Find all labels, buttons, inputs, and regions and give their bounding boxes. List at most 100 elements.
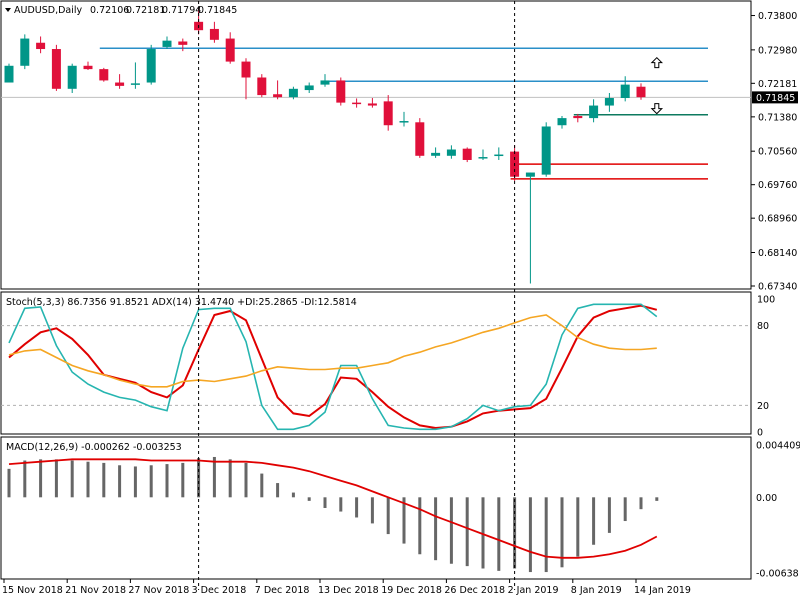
price-axis-label: 0.69760 xyxy=(758,180,797,191)
macd-bar xyxy=(7,468,11,498)
stoch-axis-label: 20 xyxy=(757,401,769,412)
candle-body xyxy=(446,149,456,156)
macd-bar xyxy=(212,456,216,498)
indicators-layer xyxy=(7,303,659,573)
macd-bar xyxy=(655,497,659,501)
candle-body xyxy=(4,65,14,83)
macd-bar xyxy=(576,497,580,557)
price-axis-label: 0.68140 xyxy=(758,248,797,259)
price-axis-label: 0.67340 xyxy=(758,282,797,293)
macd-bar xyxy=(339,497,343,512)
macd-signal-line xyxy=(8,458,658,559)
stoch-series-signal xyxy=(8,303,658,431)
candle-body xyxy=(589,105,599,119)
stochastic-pane[interactable] xyxy=(0,291,752,435)
candle-body xyxy=(336,80,346,103)
macd-bar xyxy=(607,497,611,533)
macd-axis-label: 0.004409 xyxy=(756,441,800,452)
candle-body xyxy=(604,98,614,106)
candle-body xyxy=(146,49,156,83)
macd-bar xyxy=(23,460,27,498)
candle-body xyxy=(36,42,46,50)
date-axis-label: 8 Jan 2019 xyxy=(571,585,622,596)
macd-bar xyxy=(355,497,359,518)
chart-panes xyxy=(0,0,752,580)
macd-bar xyxy=(481,497,485,569)
price-axis-label: 0.72181 xyxy=(758,79,797,90)
candle-body xyxy=(620,84,630,99)
close-value: 0.71845 xyxy=(198,5,237,16)
macd-label: MACD(12,26,9) -0.000262 -0.003253 xyxy=(6,442,182,453)
macd-bar xyxy=(276,483,280,498)
candle-body xyxy=(462,148,472,160)
macd-bar xyxy=(386,497,390,535)
candle-body xyxy=(557,118,567,126)
macd-bar xyxy=(149,465,153,498)
symbol-header: AUDUSD,Daily 0.72106 0.72181 0.71794 0.7… xyxy=(5,5,237,16)
candle-body xyxy=(241,61,251,78)
macd-bar xyxy=(165,464,169,498)
candle-body xyxy=(51,49,61,89)
arrow-up-icon xyxy=(650,56,664,69)
date-axis-label: 15 Nov 2018 xyxy=(2,585,63,596)
macd-bar xyxy=(54,459,58,498)
macd-axis-label: -0.00638 xyxy=(756,569,799,580)
candle-body xyxy=(273,94,283,98)
candle-body xyxy=(67,65,77,89)
stoch-axis-label: 80 xyxy=(757,321,769,332)
candle-body xyxy=(162,40,172,47)
macd-bar xyxy=(402,497,406,544)
candle-body xyxy=(399,121,409,123)
macd-bar xyxy=(133,466,137,498)
high-value: 0.72181 xyxy=(126,5,165,16)
low-value: 0.71794 xyxy=(162,5,201,16)
price-axis-label: 0.71845 xyxy=(756,93,795,104)
macd-bar xyxy=(323,497,327,508)
candle-body xyxy=(130,83,140,85)
macd-bar xyxy=(449,497,453,564)
vertical-lines-layer xyxy=(198,1,516,590)
candle-body xyxy=(99,69,109,81)
date-axis-label: 14 Jan 2019 xyxy=(634,585,691,596)
dropdown-triangle-icon[interactable] xyxy=(5,8,11,12)
candle-body xyxy=(573,116,583,119)
current-price-tag xyxy=(752,91,798,104)
macd-pane[interactable] xyxy=(0,436,752,580)
stoch-axis-label: 0 xyxy=(757,428,763,439)
macd-bar xyxy=(39,459,43,498)
date-axis-label: 3 Dec 2018 xyxy=(192,585,247,596)
macd-bar xyxy=(560,497,564,568)
macd-bar xyxy=(544,497,548,573)
macd-axis-label: 0.00 xyxy=(756,493,777,504)
macd-bar xyxy=(623,497,627,522)
candle-body xyxy=(257,77,267,96)
axis-layer: 0.73800 0.72980 0.72181 0.71845 0.71380 0.705… xyxy=(2,11,800,596)
date-axis-label: 19 Dec 2018 xyxy=(381,585,442,596)
candle-body xyxy=(478,157,488,159)
macd-bar xyxy=(244,462,248,498)
price-axis-label: 0.70560 xyxy=(758,147,797,158)
date-axis-label: 21 Nov 2018 xyxy=(65,585,126,596)
candle-body xyxy=(525,172,535,177)
candle-body xyxy=(415,122,425,156)
macd-bar xyxy=(465,497,469,567)
macd-bar xyxy=(513,497,517,569)
candle-body xyxy=(304,85,314,91)
macd-bar xyxy=(86,461,90,498)
macd-bar xyxy=(307,497,311,501)
macd-bar xyxy=(118,465,122,498)
candle-body xyxy=(83,65,93,70)
macd-bar xyxy=(370,497,374,524)
date-axis-label: 7 Dec 2018 xyxy=(255,585,310,596)
candle-body xyxy=(367,103,377,106)
date-axis-label: 2 Jan 2019 xyxy=(508,585,559,596)
price-pane[interactable] xyxy=(0,0,752,290)
candle-body xyxy=(115,82,125,86)
candle-body xyxy=(20,38,30,66)
date-axis-label: 13 Dec 2018 xyxy=(318,585,379,596)
candle-body xyxy=(383,101,393,126)
candle-body xyxy=(541,126,551,175)
macd-bar xyxy=(528,497,532,573)
